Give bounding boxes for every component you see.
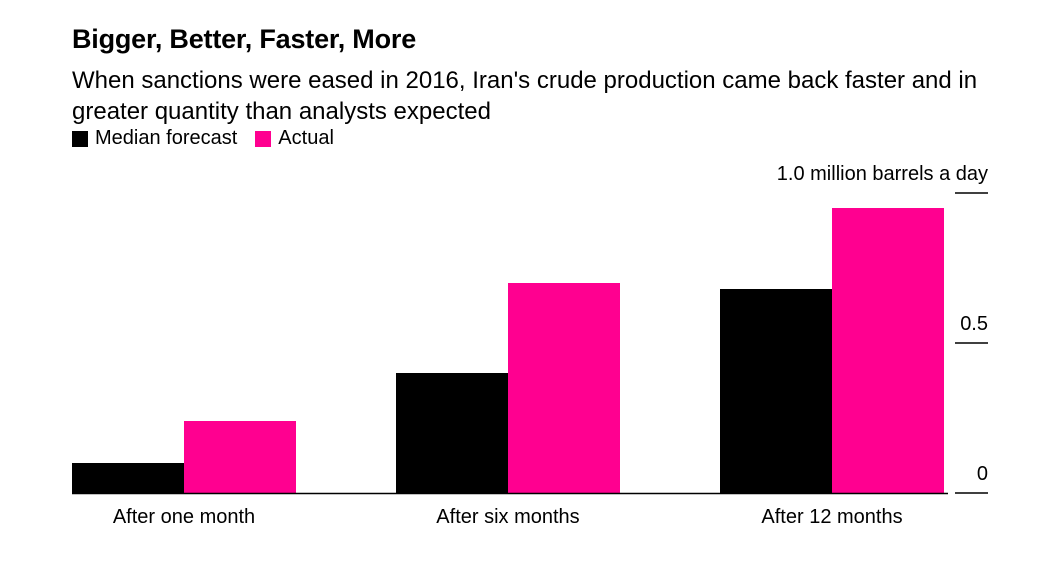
legend-swatch-median-forecast xyxy=(72,130,88,147)
bar-actual-2 xyxy=(508,283,620,493)
bar-median-forecast-3 xyxy=(720,289,832,493)
x-tick-label: After six months xyxy=(436,506,579,528)
chart-legend: Median forecast Actual xyxy=(72,127,352,150)
bar-actual-3 xyxy=(832,208,944,493)
x-tick-label: After one month xyxy=(113,506,255,528)
legend-label-median-forecast: Median forecast xyxy=(95,127,238,149)
legend-swatch-actual xyxy=(255,130,272,147)
bar-actual-1 xyxy=(184,421,296,493)
bar-median-forecast-2 xyxy=(396,373,508,493)
chart-title: Bigger, Better, Faster, More xyxy=(72,24,417,54)
bar-median-forecast-1 xyxy=(72,463,184,493)
x-tick-label: After 12 months xyxy=(761,506,902,528)
legend-item-actual: Actual xyxy=(255,127,334,150)
y-tick-label: 0 xyxy=(977,463,988,485)
y-tick-label: 0.5 xyxy=(960,313,988,335)
legend-label-actual: Actual xyxy=(278,127,334,149)
chart-subtitle: When sanctions were eased in 2016, Iran'… xyxy=(72,67,978,125)
legend-item-median-forecast: Median forecast xyxy=(72,127,237,150)
y-tick-label: 1.0 million barrels a day xyxy=(777,163,988,185)
